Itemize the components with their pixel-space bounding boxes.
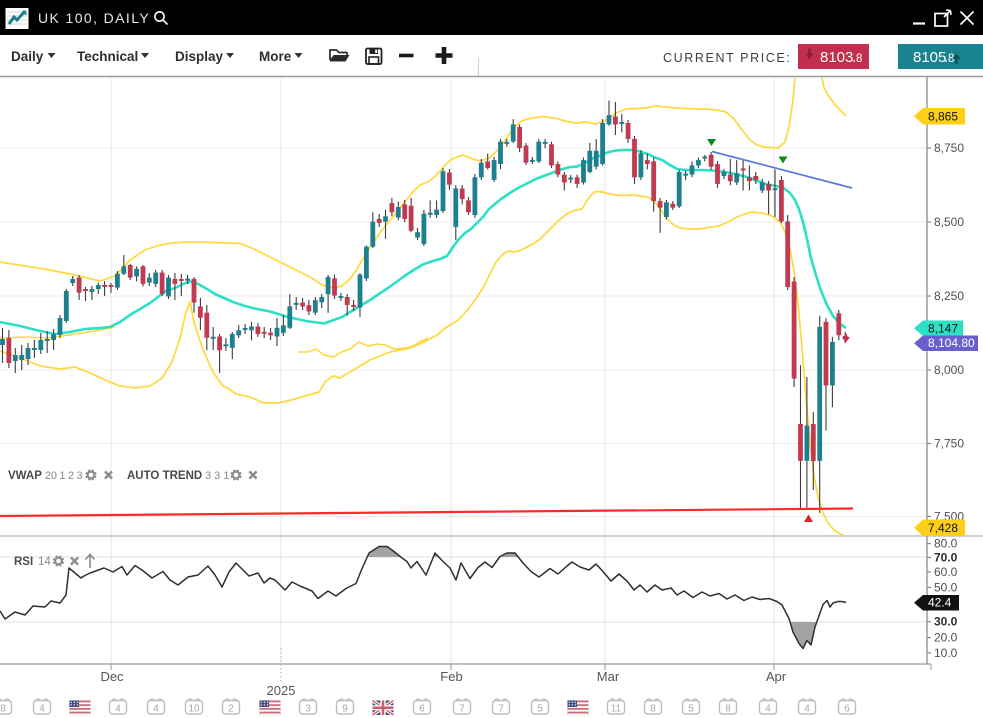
svg-text:9: 9 (342, 704, 348, 715)
svg-text:VWAP: VWAP (8, 470, 42, 482)
svg-text:8: 8 (948, 53, 954, 65)
svg-text:80.0: 80.0 (934, 537, 958, 551)
svg-text:8: 8 (650, 704, 656, 715)
svg-text:70.0: 70.0 (934, 551, 958, 565)
svg-text:11: 11 (611, 704, 622, 715)
svg-text:.: . (852, 49, 856, 66)
svg-text:Feb: Feb (440, 669, 462, 684)
svg-text:Display: Display (175, 49, 224, 64)
svg-text:Apr: Apr (766, 669, 787, 684)
svg-text:8,000: 8,000 (934, 363, 964, 377)
svg-text:Mar: Mar (597, 669, 620, 684)
svg-text:RSI: RSI (14, 556, 33, 568)
svg-text:4: 4 (804, 704, 810, 715)
svg-text:7,750: 7,750 (934, 437, 964, 451)
svg-text:.: . (944, 49, 948, 66)
svg-text:8105: 8105 (913, 49, 946, 66)
svg-text:8: 8 (0, 704, 6, 715)
svg-text:7: 7 (498, 704, 504, 715)
svg-text:4: 4 (153, 704, 159, 715)
svg-text:Dec: Dec (100, 669, 124, 684)
svg-text:8: 8 (725, 704, 731, 715)
svg-text:UK 100, DAILY: UK 100, DAILY (38, 10, 150, 26)
svg-text:8,250: 8,250 (934, 289, 964, 303)
svg-text:60.0: 60.0 (934, 565, 958, 579)
svg-text:6: 6 (844, 704, 850, 715)
svg-text:3: 3 (305, 704, 311, 715)
svg-text:8,865: 8,865 (928, 109, 958, 123)
svg-text:10.0: 10.0 (934, 646, 958, 660)
svg-text:More: More (259, 49, 292, 64)
svg-text:30.0: 30.0 (934, 615, 958, 629)
svg-text:AUTO TREND: AUTO TREND (127, 470, 202, 482)
svg-text:8,750: 8,750 (934, 141, 964, 155)
svg-text:2: 2 (228, 704, 234, 715)
svg-text:6: 6 (419, 704, 425, 715)
svg-text:20.0: 20.0 (934, 631, 958, 645)
svg-text:Daily: Daily (11, 49, 44, 64)
svg-text:2025: 2025 (267, 683, 296, 698)
svg-text:3 3 1: 3 3 1 (205, 470, 229, 482)
svg-text:10: 10 (188, 704, 200, 715)
svg-text:5: 5 (688, 704, 694, 715)
svg-text:CURRENT PRICE:: CURRENT PRICE: (663, 51, 791, 65)
svg-text:42.4: 42.4 (928, 596, 952, 610)
svg-text:14: 14 (38, 556, 51, 568)
svg-text:8: 8 (856, 53, 862, 65)
svg-text:50.0: 50.0 (934, 580, 958, 594)
svg-text:8,147: 8,147 (928, 321, 958, 335)
svg-text:20 1 2 3: 20 1 2 3 (45, 470, 83, 482)
svg-text:8103: 8103 (820, 49, 853, 66)
svg-text:8,500: 8,500 (934, 215, 964, 229)
svg-text:Technical: Technical (77, 49, 138, 64)
svg-text:4: 4 (765, 704, 771, 715)
svg-text:4: 4 (115, 704, 121, 715)
svg-text:5: 5 (537, 704, 543, 715)
svg-text:4: 4 (39, 704, 45, 715)
svg-text:8,104.80: 8,104.80 (928, 336, 975, 350)
svg-text:7,428: 7,428 (928, 521, 958, 535)
svg-text:7: 7 (459, 704, 465, 715)
